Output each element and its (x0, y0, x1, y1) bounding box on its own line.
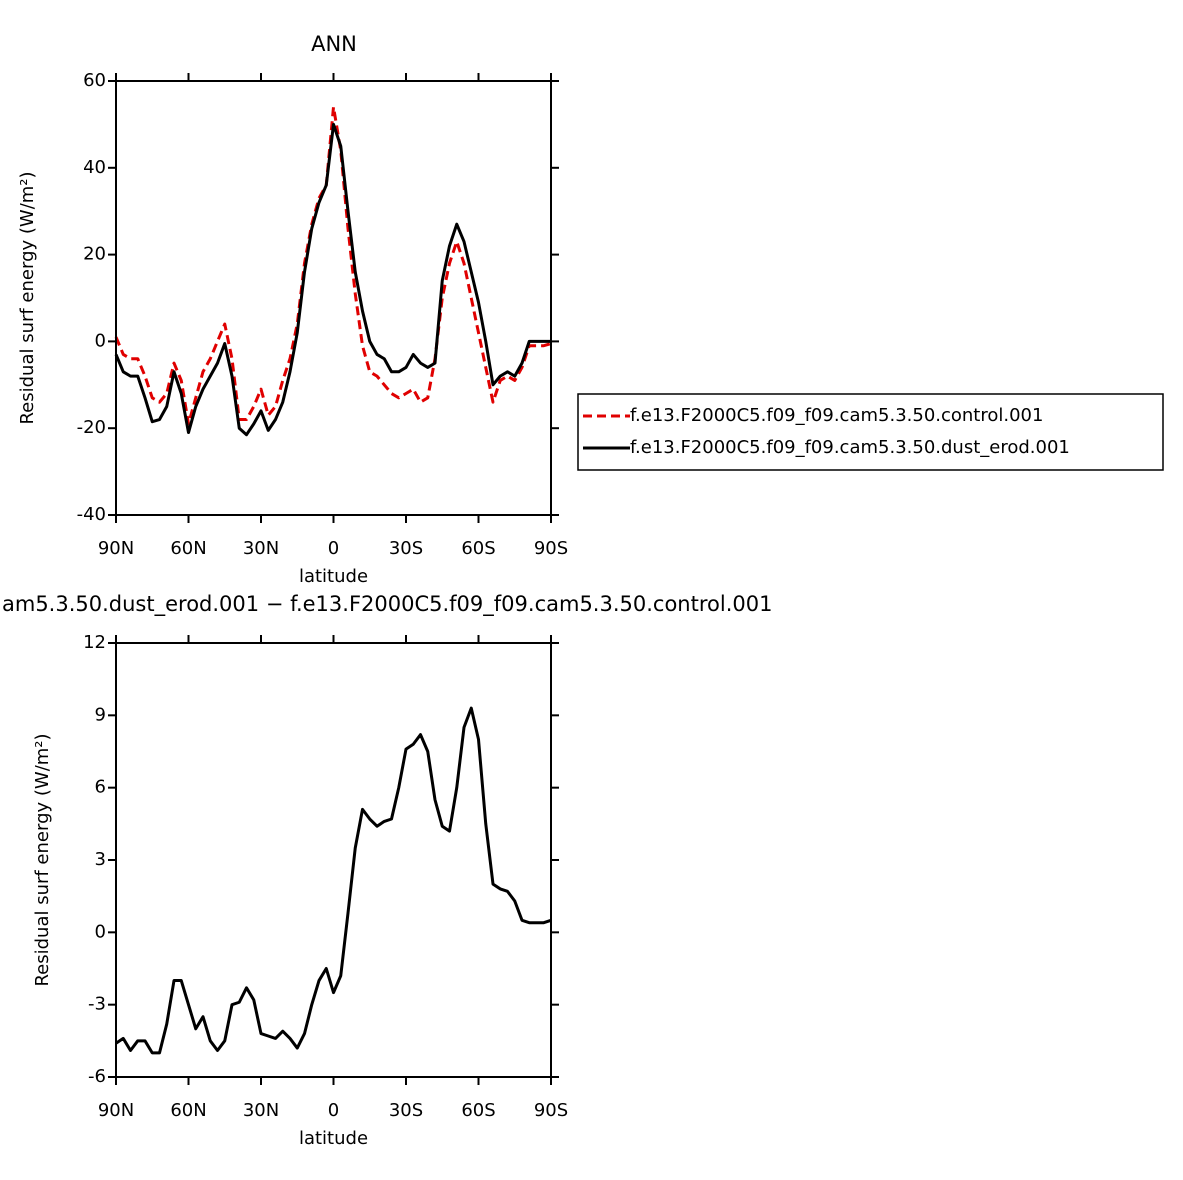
y-tick-label: 20 (83, 244, 106, 265)
legend-label: f.e13.F2000C5.f09_f09.cam5.3.50.control.… (630, 405, 1043, 426)
plot-frame (115, 642, 552, 1078)
legend-label: f.e13.F2000C5.f09_f09.cam5.3.50.dust_ero… (630, 437, 1070, 458)
legend-box (577, 393, 1164, 471)
x-tick-label: 30S (389, 1100, 423, 1121)
y-tick-label: 12 (83, 632, 106, 653)
x-tick-label: 90S (534, 538, 568, 559)
y-tick-label: 0 (95, 921, 106, 942)
y-tick-label: -40 (77, 504, 106, 525)
y-tick-label: -20 (77, 417, 106, 438)
x-axis-label: latitude (299, 1128, 368, 1149)
x-tick-label: 60S (461, 1100, 495, 1121)
x-tick-label: 0 (328, 538, 339, 559)
chart-title: am5.3.50.dust_erod.001 − f.e13.F2000C5.f… (2, 592, 772, 617)
series-line (114, 122, 551, 437)
x-tick-label: 0 (328, 1100, 339, 1121)
y-tick-label: -6 (88, 1066, 106, 1087)
y-tick-label: 9 (95, 704, 106, 725)
plot-frame (115, 80, 552, 516)
x-tick-label: 60N (170, 1100, 206, 1121)
x-tick-label: 90N (98, 1100, 134, 1121)
x-tick-label: 30S (389, 538, 423, 559)
y-tick-label: 40 (83, 157, 106, 178)
y-axis-label: Residual surf energy (W/m²) (32, 733, 53, 986)
x-axis-label: latitude (299, 566, 368, 587)
chart-title: ANN (311, 32, 357, 56)
x-tick-label: 90S (534, 1100, 568, 1121)
x-tick-label: 30N (243, 1100, 279, 1121)
series-line (114, 105, 552, 426)
y-tick-label: 60 (83, 70, 106, 91)
x-tick-label: 90N (98, 538, 134, 559)
y-axis-label: Residual surf energy (W/m²) (17, 171, 38, 424)
x-tick-label: 60N (170, 538, 206, 559)
series-line (115, 706, 552, 1055)
x-tick-label: 60S (461, 538, 495, 559)
y-tick-label: 6 (95, 777, 106, 798)
y-tick-label: -3 (88, 994, 106, 1015)
x-tick-label: 30N (243, 538, 279, 559)
y-tick-label: 3 (95, 849, 106, 870)
y-tick-label: 0 (95, 330, 106, 351)
